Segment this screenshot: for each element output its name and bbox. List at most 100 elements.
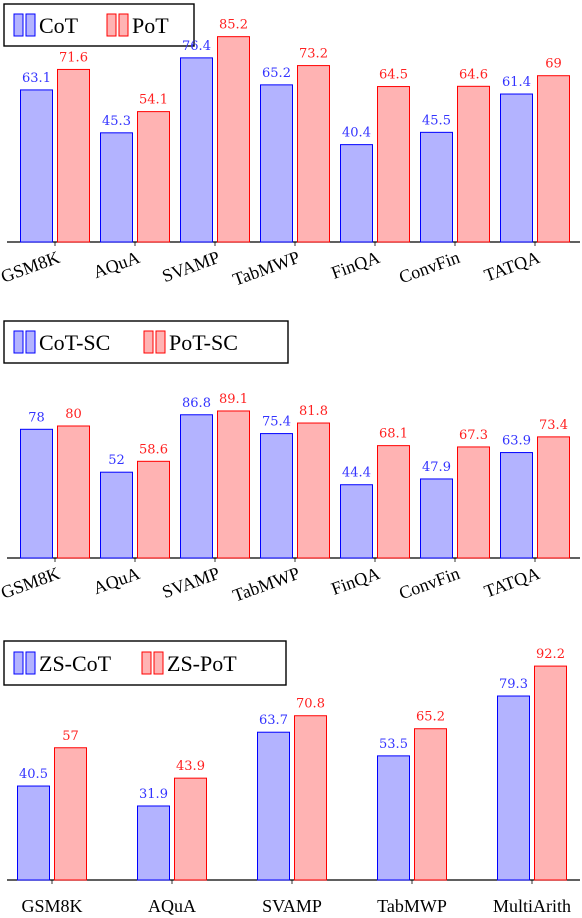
bar-pot-svamp	[217, 36, 250, 243]
x-tick-label: GSM8K	[0, 563, 62, 603]
data-label: 58.6	[139, 442, 168, 457]
legend-label-series-a: CoT-SC	[39, 330, 110, 355]
bar-cot-finqa	[340, 144, 373, 243]
data-label: 53.5	[379, 737, 408, 752]
x-tick-label: MultiArith	[493, 896, 571, 916]
x-tick-label: FinQA	[329, 247, 383, 283]
legend-swatch-series-b	[141, 651, 152, 675]
x-tick-label: TabMWP	[230, 247, 302, 290]
data-label: 47.9	[422, 460, 451, 475]
x-tick-label: AQuA	[148, 896, 196, 916]
bar-cot-sc-svamp	[180, 414, 213, 559]
legend: CoT-SC PoT-SC	[3, 320, 289, 364]
data-label: 73.2	[299, 47, 328, 62]
legend-swatch-series-b	[143, 330, 154, 354]
chart-2: CoT-SC PoT-SC 78 80 GSM8K 52 58.6 AQuA 86.8 89.1 S…	[0, 320, 580, 606]
data-label: 52	[108, 453, 125, 468]
x-tick-label: TabMWP	[230, 563, 302, 606]
x-tick-label: SVAMP	[159, 563, 222, 602]
legend-label-series-a: CoT	[39, 13, 79, 38]
bar-zs-cot-aqua	[137, 805, 170, 881]
bar-zs-cot-tabmwp	[377, 755, 410, 881]
bar-zs-pot-svamp	[294, 715, 327, 881]
data-label: 63.1	[22, 71, 51, 86]
legend-swatch-series-b	[106, 13, 117, 37]
data-label: 75.4	[262, 415, 291, 430]
legend-label-series-a: ZS-CoT	[39, 651, 112, 676]
data-label: 71.6	[59, 50, 88, 65]
chart-3: ZS-CoT ZS-PoT 40.5 57 GSM8K 31.9 43.9 AQuA 63.7 7…	[3, 640, 580, 916]
data-label: 31.9	[139, 787, 168, 802]
bar-zs-cot-gsm8k	[17, 785, 50, 881]
bar-pot-finqa	[377, 86, 410, 243]
legend-swatch-series-a	[25, 651, 36, 675]
bar-zs-pot-multiarith	[534, 665, 567, 881]
data-label: 40.5	[19, 767, 48, 782]
data-label: 45.3	[102, 114, 131, 129]
data-label: 57	[62, 729, 79, 744]
data-label: 67.3	[459, 428, 488, 443]
data-label: 86.8	[182, 396, 211, 411]
bar-pot-gsm8k	[57, 68, 90, 243]
legend-label-series-b: PoT-SC	[169, 330, 238, 355]
data-label: 73.4	[539, 418, 568, 433]
data-label: 85.2	[219, 18, 248, 33]
x-tick-label: GSM8K	[0, 247, 62, 287]
x-tick-label: TabMWP	[377, 896, 447, 916]
bar-cot-gsm8k	[20, 89, 53, 243]
legend-swatch-series-a	[25, 330, 36, 354]
legend-swatch-series-a	[13, 651, 24, 675]
x-tick-label: TATQA	[481, 563, 542, 601]
data-label: 80	[65, 407, 82, 422]
bar-zs-cot-svamp	[257, 731, 290, 881]
bar-cot-aqua	[100, 132, 133, 243]
data-label: 65.2	[416, 710, 445, 725]
x-tick-label: AQuA	[90, 563, 142, 598]
data-label: 68.1	[379, 427, 408, 442]
legend-swatch-series-a	[25, 13, 36, 37]
bar-cot-tatqa	[500, 93, 533, 243]
data-label: 79.3	[499, 677, 528, 692]
bar-cot-sc-tatqa	[500, 452, 533, 559]
data-label: 40.4	[342, 126, 371, 141]
x-tick-label: AQuA	[90, 247, 142, 282]
bar-zs-pot-gsm8k	[54, 747, 87, 881]
data-label: 78	[28, 410, 45, 425]
bar-cot-sc-gsm8k	[20, 428, 53, 559]
bar-zs-pot-tabmwp	[414, 728, 447, 881]
data-label: 44.4	[342, 466, 371, 481]
x-tick-label: TATQA	[481, 247, 542, 285]
bar-pot-aqua	[137, 111, 170, 243]
bar-zs-pot-aqua	[174, 777, 207, 881]
data-label: 54.1	[139, 93, 168, 108]
bar-pot-sc-svamp	[217, 410, 250, 559]
data-label: 81.8	[299, 404, 328, 419]
bar-pot-convfin	[457, 85, 490, 243]
bar-cot-sc-finqa	[340, 484, 373, 559]
legend-swatch-series-a	[13, 13, 24, 37]
bar-pot-sc-tatqa	[537, 436, 570, 559]
bar-pot-tabmwp	[297, 65, 330, 243]
bar-pot-sc-gsm8k	[57, 425, 90, 559]
bar-cot-sc-convfin	[420, 478, 453, 559]
data-label: 61.4	[502, 75, 531, 90]
bar-zs-cot-multiarith	[497, 695, 530, 881]
legend-frame	[3, 3, 195, 47]
data-label: 63.9	[502, 434, 531, 449]
data-label: 64.5	[379, 68, 408, 83]
bar-pot-sc-convfin	[457, 446, 490, 559]
data-label: 92.2	[536, 647, 565, 662]
bar-pot-sc-finqa	[377, 445, 410, 559]
data-label: 45.5	[422, 113, 451, 128]
data-label: 76.4	[182, 39, 211, 54]
legend-label-series-b: ZS-PoT	[167, 651, 237, 676]
bar-cot-sc-aqua	[100, 471, 133, 559]
data-label: 63.7	[259, 713, 288, 728]
bar-cot-svamp	[180, 57, 213, 243]
x-tick-label: SVAMP	[262, 896, 322, 916]
legend-swatch-series-b	[155, 330, 166, 354]
bar-pot-sc-tabmwp	[297, 422, 330, 559]
data-label: 89.1	[219, 392, 248, 407]
data-label: 69	[545, 57, 562, 72]
